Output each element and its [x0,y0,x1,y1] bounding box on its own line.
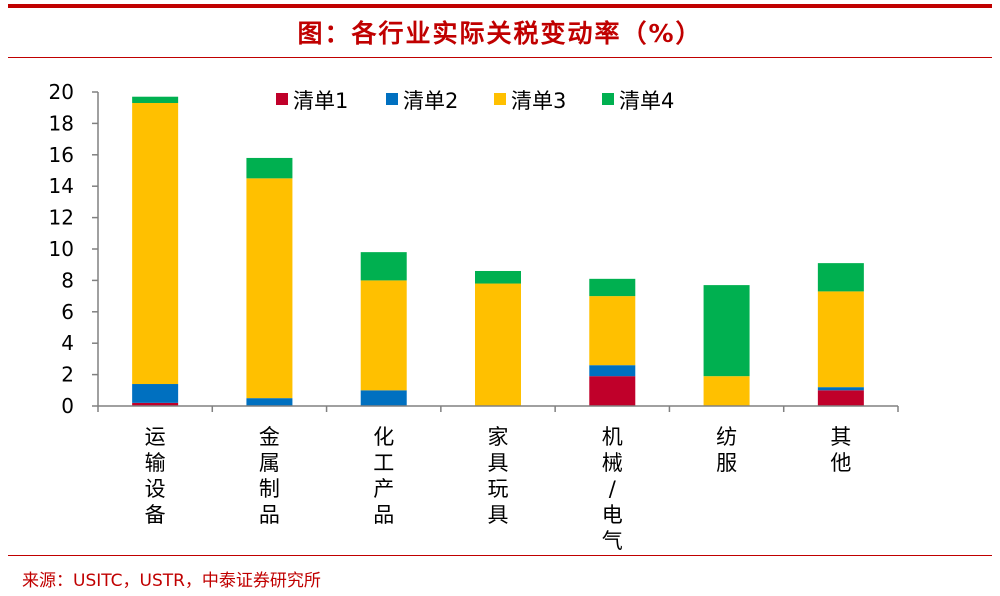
bar-segment-清单1-其他 [817,390,864,406]
x-label-char: 气 [602,529,623,553]
bar-segment-清单2-运输设备 [132,384,179,403]
bar-segment-清单4-金属制品 [246,157,293,179]
x-label-char: 工 [373,451,394,475]
x-label-char: 品 [373,503,394,527]
bar-segment-清单4-运输设备 [132,96,179,103]
legend-swatch [602,93,614,105]
x-label-char: 具 [488,451,509,475]
bar-segment-清单4-其他 [817,263,864,292]
bar-segment-清单3-家具玩具 [475,283,521,406]
x-label-char: 机 [602,425,623,449]
chart-legend: 清单1 清单2 清单3 清单4 [276,89,674,113]
y-tick-label: 2 [61,363,74,387]
x-label-char: 产 [373,477,394,501]
x-label-char: 金 [259,425,280,449]
bar-segment-清单3-纺服 [703,376,750,406]
legend-item-清单1: 清单1 [276,89,348,113]
x-label-机械/电气: 机械/电气 [602,425,623,553]
x-label-char: 服 [716,451,737,475]
x-label-纺服: 纺服 [716,425,737,475]
legend-swatch [276,93,288,105]
x-label-char: 运 [145,425,166,449]
chart-bars [132,96,864,406]
y-tick-label: 12 [49,206,74,230]
bottom-rule [8,555,992,556]
x-label-char: 其 [830,425,851,449]
legend-item-清单3: 清单3 [494,89,566,113]
legend-label: 清单2 [403,89,458,113]
bar-segment-清单3-其他 [817,291,864,388]
bar-segment-清单3-化工产品 [360,280,407,391]
bar-segment-清单4-纺服 [703,285,750,377]
x-label-char: 品 [259,503,280,527]
y-tick-label: 0 [61,394,74,418]
y-tick-label: 16 [49,143,74,167]
y-tick-label: 4 [61,331,74,355]
bar-segment-清单1-运输设备 [132,402,179,406]
x-label-char: 备 [145,503,166,527]
bar-segment-清单4-化工产品 [360,252,407,281]
x-label-char: 输 [145,451,166,475]
bar-segment-清单1-机械/电气 [589,376,636,406]
legend-item-清单2: 清单2 [386,89,458,113]
y-tick-label: 14 [49,174,74,198]
bar-segment-清单2-其他 [817,387,864,391]
legend-swatch [494,93,506,105]
y-axis-ticks: 0 2 4 6 8 10 12 14 16 18 20 [49,80,98,418]
x-label-char: 家 [488,425,509,449]
bar-segment-清单2-金属制品 [246,398,293,406]
x-label-char: 电 [602,503,623,527]
x-label-char: / [609,477,617,501]
legend-label: 清单4 [619,89,674,113]
legend-item-清单4: 清单4 [602,89,674,113]
bar-segment-清单2-化工产品 [360,390,407,406]
top-rule [8,4,992,8]
bar-segment-清单3-金属制品 [246,178,293,399]
y-tick-label: 18 [49,111,74,135]
x-label-char: 制 [259,477,280,501]
y-tick-label: 8 [61,268,74,292]
bar-segment-清单3-运输设备 [132,102,179,385]
y-tick-label: 10 [49,237,74,261]
x-label-char: 设 [145,477,166,501]
x-label-char: 玩 [488,477,509,501]
bar-segment-清单4-机械/电气 [589,278,636,297]
bar-segment-清单3-机械/电气 [589,296,636,366]
legend-label: 清单3 [511,89,566,113]
x-label-char: 纺 [716,425,737,449]
x-label-其他: 其他 [830,425,851,475]
x-label-char: 他 [830,451,851,475]
title-rule [8,57,992,58]
source-note: 来源：USITC，USTR，中泰证券研究所 [22,571,321,591]
legend-swatch [386,93,398,105]
legend-label: 清单1 [293,89,348,113]
bar-segment-清单4-家具玩具 [475,270,521,284]
x-label-char: 化 [373,425,394,449]
y-tick-label: 20 [49,80,74,104]
x-label-char: 械 [602,451,623,475]
x-label-char: 属 [259,451,280,475]
page-title: 图：各行业实际关税变动率（%） [297,19,703,48]
y-tick-label: 6 [61,300,74,324]
x-label-char: 具 [488,503,509,527]
bar-segment-清单2-机械/电气 [589,365,636,377]
